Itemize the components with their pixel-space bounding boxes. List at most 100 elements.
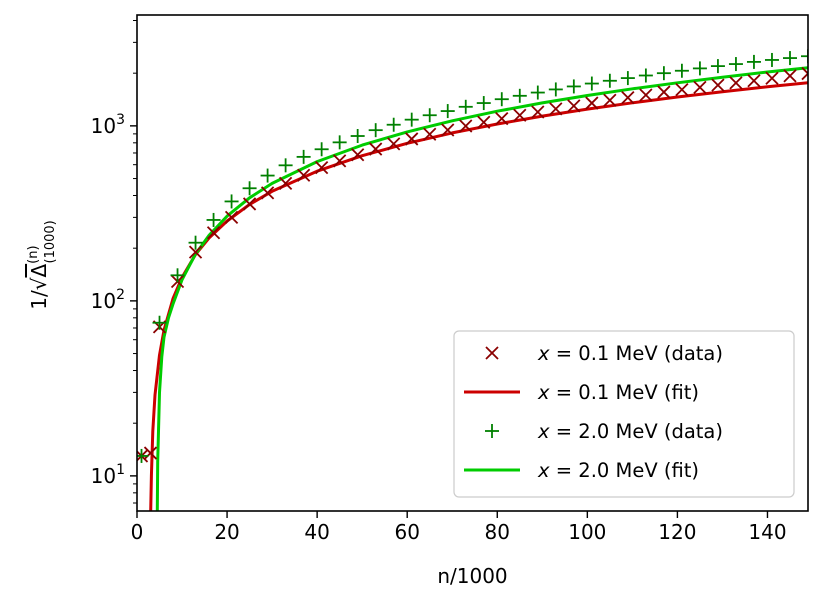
data-point-series-0 — [405, 132, 419, 146]
x-tick-label: 120 — [658, 520, 696, 544]
legend-marker-handle — [485, 346, 499, 360]
data-point-series-2 — [692, 61, 707, 76]
legend-label: x = 0.1 MeV (data) — [537, 342, 723, 365]
legend-item-0: x = 0.1 MeV (data) — [485, 342, 723, 365]
data-point-series-2 — [476, 96, 491, 111]
data-point-series-2 — [728, 57, 743, 72]
data-point-series-2 — [137, 448, 149, 463]
y-tick-label: 101 — [91, 462, 125, 488]
data-point-series-2 — [422, 108, 437, 123]
data-point-series-2 — [350, 129, 365, 144]
data-point-series-0 — [387, 137, 401, 151]
data-point-series-0 — [621, 90, 635, 105]
data-point-series-2 — [296, 149, 311, 164]
data-point-series-0 — [278, 176, 293, 191]
data-point-series-2 — [746, 54, 761, 69]
data-point-series-2 — [512, 88, 527, 103]
plot-frame — [136, 14, 809, 512]
data-point-series-0 — [315, 161, 329, 175]
x-tick-label: 80 — [485, 520, 510, 544]
series-layer — [137, 49, 808, 511]
data-point-series-2 — [206, 212, 221, 227]
y-tick-label: 102 — [91, 287, 125, 313]
data-point-series-0 — [333, 154, 347, 168]
data-point-series-0 — [783, 69, 797, 83]
data-point-series-2 — [332, 135, 347, 150]
data-point-series-0 — [531, 105, 545, 119]
data-point-series-0 — [765, 71, 779, 85]
data-point-series-0 — [351, 148, 365, 162]
x-tick-label: 20 — [214, 520, 239, 544]
data-point-series-0 — [143, 446, 158, 460]
data-point-series-2 — [801, 49, 808, 64]
data-point-series-2 — [278, 158, 293, 173]
x-axis-title: n/1000 — [437, 564, 507, 588]
data-point-series-2 — [170, 268, 185, 283]
y-tick-label: 103 — [91, 112, 125, 138]
data-point-series-2 — [782, 51, 797, 66]
data-point-series-2 — [764, 52, 779, 67]
data-point-series-0 — [747, 74, 761, 88]
data-point-series-2 — [260, 168, 275, 183]
data-point-series-2 — [656, 66, 671, 81]
x-tick-label: 100 — [568, 520, 606, 544]
x-axis: 0 20 40 60 80 100 120 140 — [131, 511, 787, 544]
data-point-series-0 — [296, 168, 311, 182]
data-point-series-2 — [494, 92, 509, 107]
data-point-series-2 — [404, 112, 419, 127]
data-point-series-2 — [602, 73, 617, 88]
data-point-series-2 — [674, 63, 689, 78]
data-point-series-0 — [188, 245, 203, 259]
data-point-series-2 — [188, 235, 203, 250]
legend-box — [453, 330, 795, 498]
data-point-series-2 — [710, 59, 725, 74]
legend: x = 0.1 MeV (data) x = 0.1 MeV (fit) x = 2… — [453, 330, 795, 498]
data-point-series-2 — [530, 85, 545, 100]
legend-item-1: x = 0.1 MeV (fit) — [464, 381, 699, 404]
x-tick-label: 60 — [394, 520, 419, 544]
data-point-series-0 — [711, 78, 725, 92]
data-point-series-2 — [620, 71, 635, 86]
data-point-series-0 — [657, 85, 671, 99]
data-point-series-0 — [693, 80, 707, 94]
data-point-series-2 — [152, 315, 167, 330]
data-point-series-0 — [585, 96, 599, 110]
legend-label: x = 0.1 MeV (fit) — [537, 381, 699, 404]
data-point-series-2 — [224, 194, 239, 209]
data-point-series-2 — [368, 123, 383, 138]
data-point-series-0 — [603, 93, 617, 107]
x-tick-label: 140 — [748, 520, 786, 544]
legend-label: x = 2.0 MeV (data) — [537, 420, 723, 443]
data-point-series-0 — [639, 88, 653, 102]
data-point-series-0 — [441, 123, 455, 137]
data-point-series-0 — [423, 127, 437, 141]
data-point-series-0 — [459, 119, 473, 133]
legend-marker-handle — [485, 424, 499, 438]
data-point-series-2 — [584, 76, 599, 91]
data-point-series-2 — [242, 181, 257, 196]
data-point-series-0 — [549, 102, 563, 116]
data-point-series-0 — [206, 226, 221, 240]
data-point-series-0 — [675, 83, 689, 97]
data-point-series-0 — [477, 115, 491, 129]
series-line-3 — [155, 66, 808, 511]
legend-item-3: x = 2.0 MeV (fit) — [464, 459, 699, 482]
data-point-series-2 — [386, 117, 401, 132]
data-point-series-2 — [440, 104, 455, 119]
data-point-series-2 — [458, 99, 473, 114]
data-point-series-0 — [224, 210, 239, 225]
data-point-series-2 — [314, 142, 329, 157]
data-point-series-2 — [638, 68, 653, 83]
x-tick-label: 0 — [131, 520, 144, 544]
legend-item-2: x = 2.0 MeV (data) — [485, 420, 723, 443]
data-point-series-0 — [729, 76, 743, 90]
y-axis: 101 102 103 — [91, 19, 137, 504]
legend-label: x = 2.0 MeV (fit) — [537, 459, 699, 482]
data-point-series-2 — [566, 79, 581, 94]
data-point-series-0 — [242, 197, 257, 211]
x-tick-label: 40 — [304, 520, 329, 544]
data-point-series-0 — [260, 186, 275, 200]
data-point-series-0 — [513, 108, 527, 122]
y-axis-title: 1/√Δ(n) (1000) — [26, 220, 58, 310]
data-point-series-0 — [495, 111, 509, 126]
